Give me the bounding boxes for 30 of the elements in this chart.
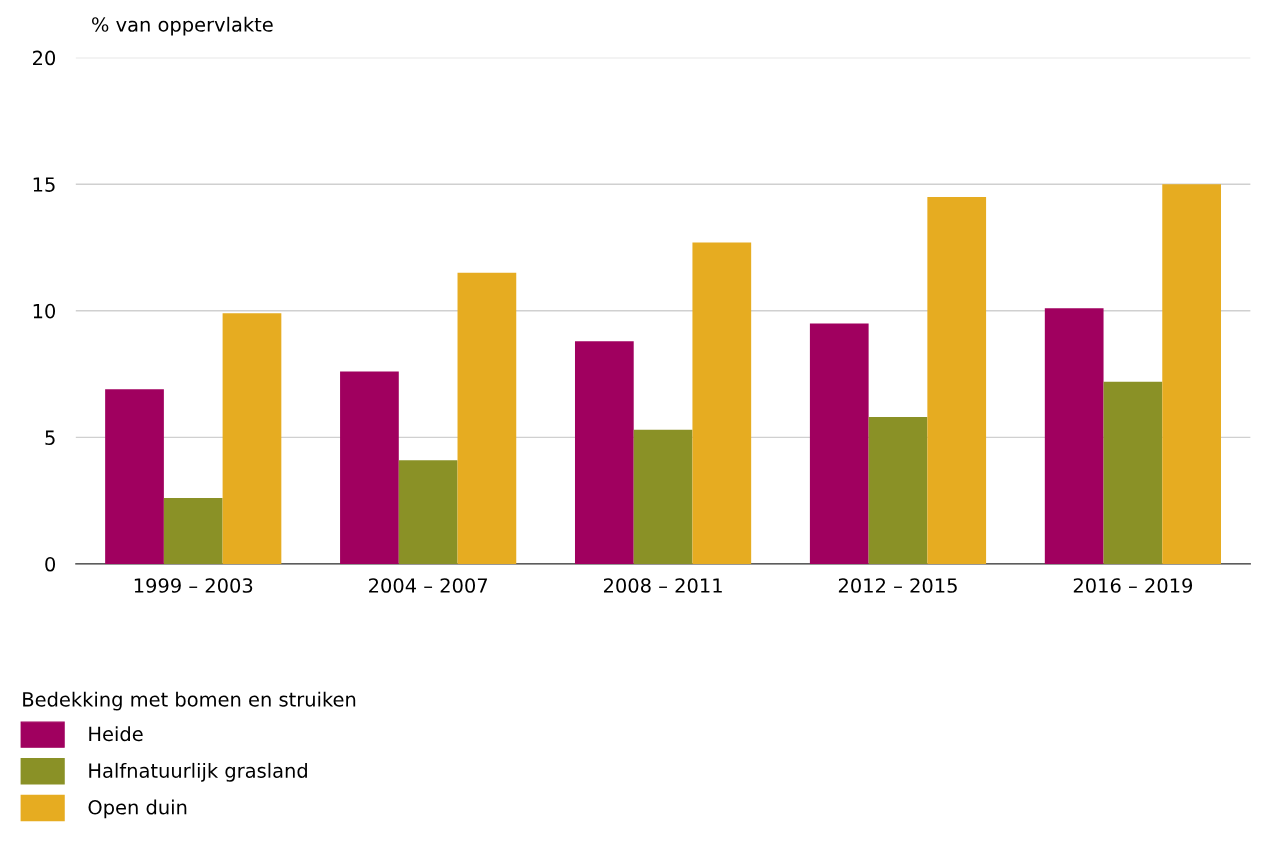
bar — [1044, 308, 1104, 564]
bar — [340, 371, 399, 564]
y-tick-label: 0 — [45, 556, 56, 572]
y-axis-title: % van oppervlakte — [92, 16, 273, 36]
x-tick-label: 2012 – 2015 — [838, 578, 957, 593]
y-tick-label: 15 — [33, 177, 55, 192]
legend-label: Open duin — [88, 799, 187, 819]
bar — [927, 196, 987, 564]
x-tick-label: 2004 – 2007 — [369, 578, 488, 593]
bar — [633, 429, 693, 564]
bar — [1162, 184, 1222, 564]
bar — [809, 323, 869, 564]
y-tick-label: 5 — [45, 430, 55, 446]
bar — [105, 389, 164, 564]
bar — [574, 341, 634, 564]
legend-title: Bedekking met bomen en struiken — [23, 691, 356, 711]
y-tick-label: 20 — [33, 50, 56, 66]
bar — [692, 242, 752, 564]
y-tick-label: 10 — [33, 303, 56, 319]
bar — [398, 460, 458, 564]
bar — [457, 272, 517, 564]
bar — [222, 313, 282, 564]
bar — [1103, 381, 1163, 564]
x-tick-label: 2016 – 2019 — [1073, 578, 1193, 593]
x-tick-label: 2008 – 2011 — [603, 578, 722, 593]
legend-label: Heide — [89, 726, 143, 742]
bar — [163, 498, 223, 564]
x-tick-label: 1999 – 2003 — [134, 578, 253, 593]
legend-label: Halfnatuurlijk grasland — [89, 762, 307, 782]
bar — [868, 417, 928, 564]
